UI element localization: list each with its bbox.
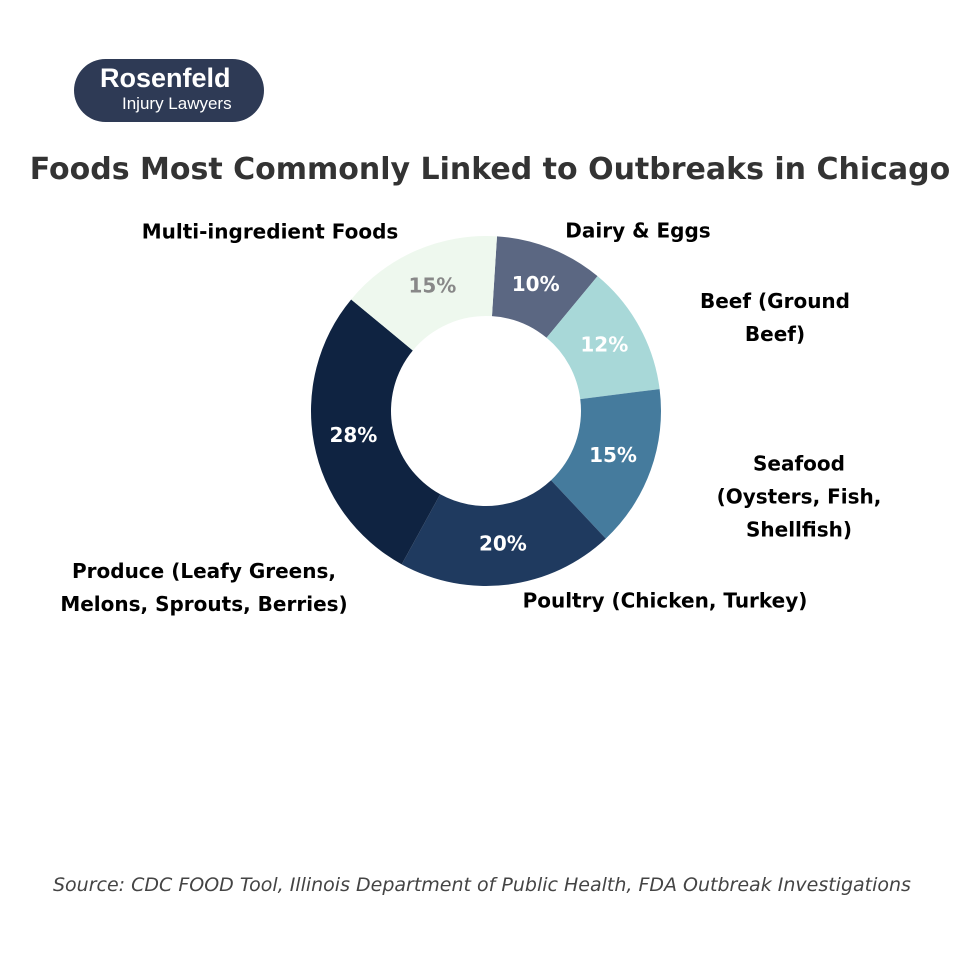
- donut-slice: [310, 299, 441, 565]
- source-note: Source: CDC FOOD Tool, Illinois Departme…: [53, 874, 911, 896]
- value-label: 15%: [408, 274, 456, 298]
- value-label: 15%: [589, 443, 637, 467]
- chart-title: Foods Most Commonly Linked to Outbreaks …: [29, 152, 951, 187]
- value-label: 20%: [479, 531, 527, 555]
- donut-slice: [401, 480, 606, 587]
- donut-slice: [551, 389, 661, 539]
- value-label: 12%: [580, 332, 628, 356]
- value-label: 28%: [329, 423, 377, 447]
- donut-slice: [546, 276, 660, 400]
- category-label: Poultry (Chicken, Turkey): [522, 588, 808, 613]
- category-label: Beef (Ground Beef): [700, 289, 850, 346]
- logo-name: Rosenfeld: [100, 63, 231, 93]
- category-label: Multi-ingredient Foods: [141, 219, 399, 244]
- logo-tagline: Injury Lawyers: [122, 94, 232, 113]
- category-label: Seafood (Oysters, Fish, Shellfish): [716, 451, 882, 542]
- donut-slice: [491, 236, 598, 338]
- category-label: Dairy & Eggs: [565, 218, 711, 243]
- logo: Rosenfeld Injury Lawyers: [74, 59, 264, 122]
- donut-slice: [351, 236, 497, 351]
- value-label: 10%: [512, 272, 560, 296]
- category-label: Produce (Leafy Greens, Melons, Sprouts, …: [60, 559, 348, 616]
